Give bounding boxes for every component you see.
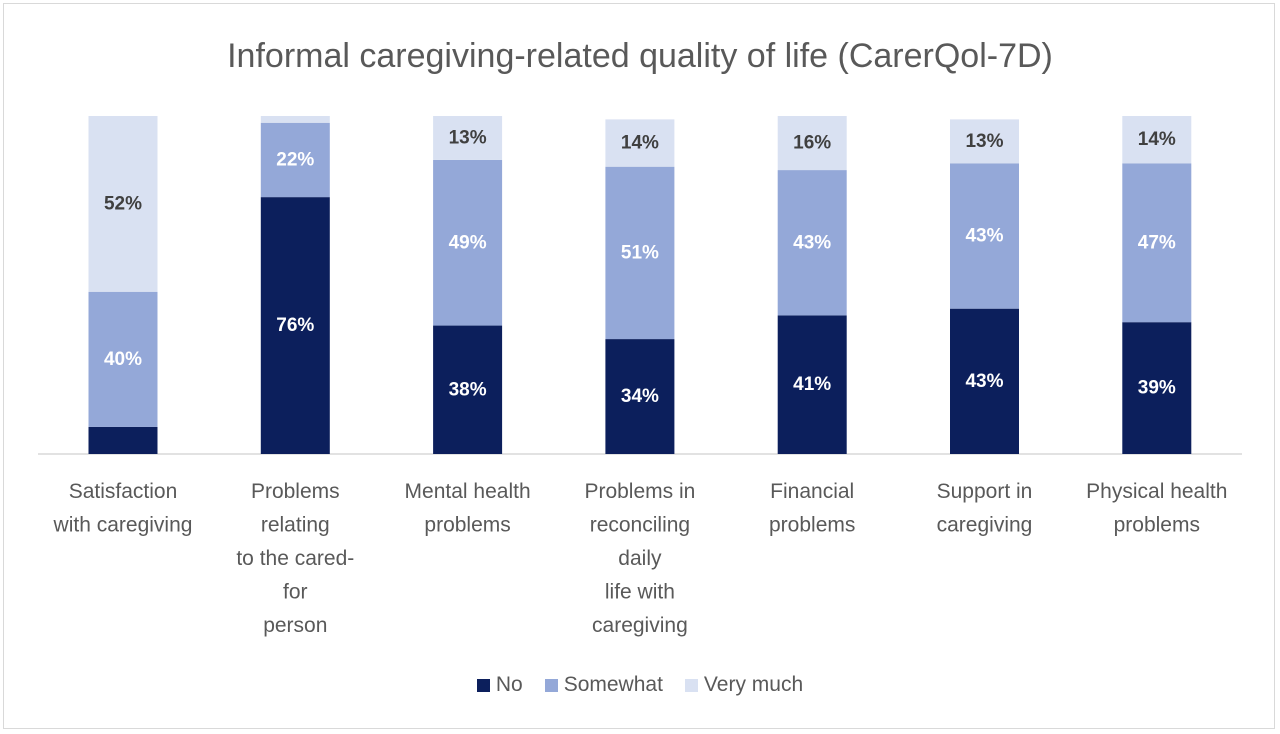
bar-segment — [260, 197, 330, 454]
data-label: 13% — [965, 131, 1003, 152]
bar-segment — [88, 426, 158, 454]
data-label: 14% — [621, 133, 659, 154]
data-label: 40% — [104, 349, 142, 370]
bar-segment — [950, 119, 1019, 164]
bar-segment — [777, 170, 847, 316]
legend-swatch — [476, 678, 490, 692]
data-label: 39% — [1138, 378, 1176, 399]
data-label: 51% — [621, 242, 659, 263]
chart-title: Informal caregiving-related quality of l… — [227, 37, 1053, 75]
data-label: 38% — [449, 379, 487, 400]
data-label: 16% — [793, 133, 831, 154]
data-label: 34% — [621, 386, 659, 407]
category-label: Support in caregiving — [937, 480, 1033, 537]
category-label: Satisfaction with caregiving — [53, 480, 193, 537]
bar-segment — [950, 163, 1019, 309]
data-label: 13% — [449, 127, 487, 148]
legend-swatch — [544, 678, 558, 692]
data-label: 47% — [1138, 232, 1176, 253]
legend-label: Very much — [703, 673, 804, 696]
data-label: 43% — [793, 232, 831, 253]
data-label: 14% — [1138, 129, 1176, 150]
bar-segment — [260, 122, 330, 198]
bar-segment — [950, 308, 1019, 454]
category-label: Financial problems — [769, 480, 855, 537]
bar-segment — [605, 119, 675, 167]
data-label: 76% — [276, 315, 314, 336]
data-label: 22% — [276, 149, 314, 170]
data-label: 43% — [965, 225, 1003, 246]
legend-swatch — [684, 678, 698, 692]
legend-label: No — [495, 673, 523, 696]
bar-segment — [88, 116, 158, 292]
bar-segment — [605, 339, 675, 454]
bar-segment — [1122, 322, 1192, 454]
legend-item: No — [476, 673, 523, 697]
legend-label: Somewhat — [563, 673, 663, 696]
bar-segment — [777, 116, 847, 171]
data-label: 41% — [793, 374, 831, 395]
data-label: 43% — [965, 371, 1003, 392]
data-label: 52% — [104, 193, 142, 214]
chart-legend: No Somewhat Very much — [0, 673, 1280, 697]
category-label: Problems in reconciling daily life with care… — [584, 480, 695, 637]
bar-segment — [88, 291, 158, 427]
category-label: Mental health problems — [405, 480, 531, 537]
bar-segment — [777, 315, 847, 454]
data-label: 49% — [449, 232, 487, 253]
legend-item: Very much — [684, 673, 804, 697]
category-label: Physical health problems — [1086, 480, 1227, 537]
bar-segment — [1122, 116, 1192, 164]
bar-segment — [433, 116, 503, 160]
legend-item: Somewhat — [544, 673, 663, 697]
bar-segment — [1122, 163, 1192, 323]
bar-segment — [260, 116, 330, 123]
bar-segment — [433, 325, 503, 454]
category-label: Problems relating to the cared-for person — [236, 480, 354, 637]
bar-segment — [433, 159, 503, 326]
bar-segment — [605, 166, 675, 340]
